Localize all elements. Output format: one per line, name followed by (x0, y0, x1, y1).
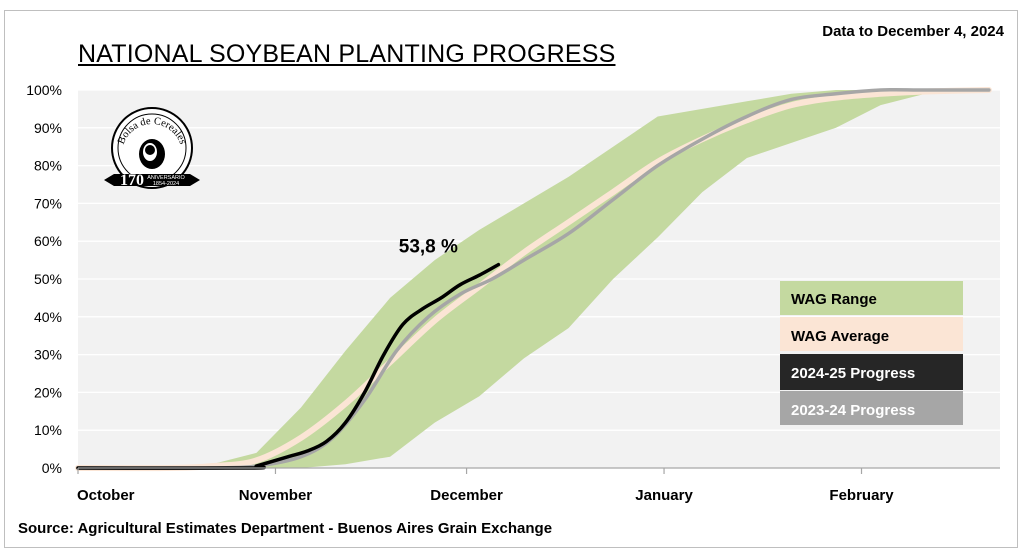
x-tick-label-november: November (239, 487, 313, 504)
x-tick-label-december: December (430, 487, 503, 504)
legend: WAG Range WAG Average 2024-25 Progress 2… (780, 281, 963, 425)
y-tick-label: 90% (34, 120, 62, 136)
legend-label-2024-25: 2024-25 Progress (791, 365, 915, 382)
x-axis-tick-labels: October November December January February (77, 487, 894, 504)
y-tick-label: 80% (34, 158, 62, 174)
data-date-note: Data to December 4, 2024 (822, 23, 1004, 40)
legend-item-wag-average (780, 317, 963, 351)
wag-range-band (78, 90, 989, 468)
legend-label-wag-range: WAG Range (791, 291, 877, 308)
legend-item-wag-range (780, 281, 963, 315)
y-axis-tick-labels: 0% 10% 20% 30% 40% 50% 60% 70% 80% 90% 100% (26, 82, 62, 476)
wag-average-line (75, 87, 992, 472)
y-tick-label: 30% (34, 347, 62, 363)
y-tick-label: 60% (34, 233, 62, 249)
y-tick-label: 0% (42, 460, 62, 476)
y-tick-label: 10% (34, 422, 62, 438)
progress-2023-24-line (76, 87, 991, 470)
chart-title: NATIONAL SOYBEAN PLANTING PROGRESS (78, 40, 616, 68)
x-tick-label-february: February (829, 487, 894, 504)
x-tick-label-october: October (77, 487, 135, 504)
current-progress-label: 53,8 % (399, 237, 458, 258)
y-tick-label: 50% (34, 271, 62, 287)
logo-anniversary: ANIVERSARIO (147, 175, 185, 181)
logo-years: 1854-2024 (153, 181, 179, 187)
legend-label-wag-average: WAG Average (791, 328, 889, 345)
source-note: Source: Agricultural Estimates Departmen… (18, 520, 553, 537)
logo-number: 170 (120, 172, 144, 189)
y-tick-label: 40% (34, 309, 62, 325)
progress-2024-25-line (76, 262, 501, 470)
x-tick-label-january: January (635, 487, 693, 504)
legend-item-2023-24 (780, 391, 963, 425)
legend-item-2024-25 (780, 354, 963, 390)
x-axis-ticks (77, 468, 863, 474)
bolsa-de-cereales-seal-icon: Bolsa de Cereales 170 ANIVERSARIO 1854-2… (104, 107, 200, 189)
y-tick-label: 100% (26, 82, 62, 98)
y-tick-label: 70% (34, 195, 62, 211)
legend-label-2023-24: 2023-24 Progress (791, 402, 915, 419)
y-tick-label: 20% (34, 384, 62, 400)
